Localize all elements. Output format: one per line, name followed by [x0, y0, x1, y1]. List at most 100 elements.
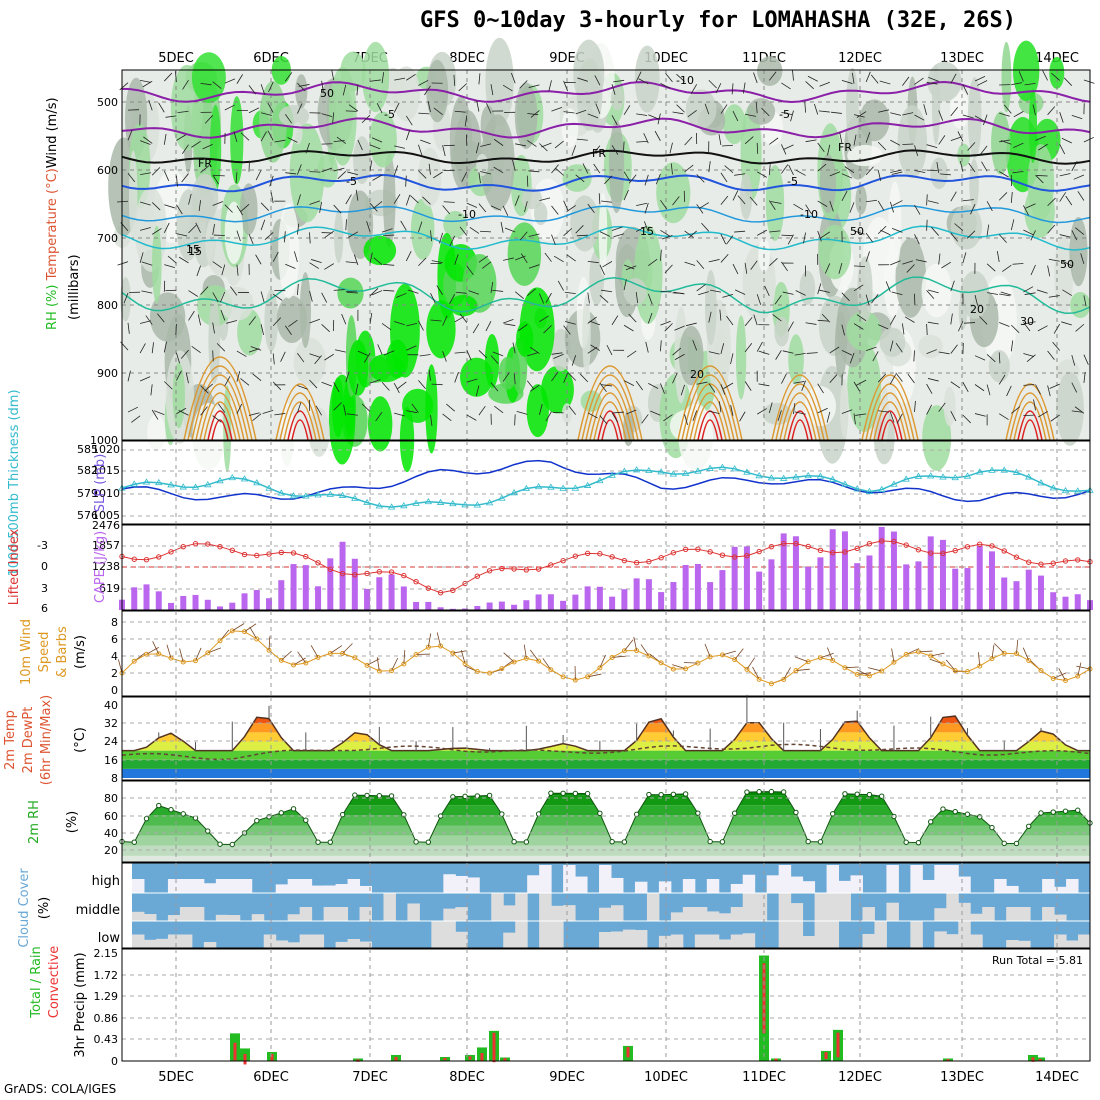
cloud-cell	[778, 893, 792, 921]
upper-ylabel-mb: (millibars)	[67, 254, 82, 320]
rh-marker	[829, 811, 836, 817]
contour-warm	[187, 365, 253, 441]
wind-barb	[1047, 385, 1051, 397]
wind-barb	[592, 145, 601, 155]
contour-label: -10	[458, 208, 476, 221]
wind-barb	[272, 317, 281, 327]
wind-barb	[236, 350, 247, 357]
wind-barb	[599, 415, 608, 425]
temp-tick: 32	[104, 717, 118, 730]
rh-marker	[878, 793, 885, 799]
wind-barb	[998, 192, 1008, 201]
wind-barb	[613, 233, 625, 238]
cloud-cell	[1042, 907, 1055, 921]
wind-barb	[272, 293, 283, 301]
wind-barb	[369, 379, 381, 384]
wind-barb	[332, 112, 335, 124]
wind-barb	[284, 231, 286, 243]
wind-barb	[309, 379, 318, 389]
wind-barb	[914, 204, 921, 215]
wind-barb	[749, 196, 758, 206]
thickness-line-marker	[522, 484, 531, 491]
wind-barb	[212, 223, 215, 235]
wind-barb	[419, 354, 431, 357]
wind-barb	[1047, 106, 1056, 116]
wind-barb-10m	[683, 662, 698, 664]
thickness-line-marker	[302, 492, 310, 499]
wind-barb	[297, 103, 303, 114]
wind-barb	[541, 142, 552, 148]
wind-barb	[151, 202, 161, 211]
cloud-cell	[634, 881, 648, 893]
cloud-cell	[790, 903, 804, 921]
rh-marker	[462, 793, 468, 800]
wind-barb	[1036, 175, 1048, 177]
wind-barb	[841, 80, 853, 84]
wind-barb	[319, 201, 322, 213]
wind-barb	[369, 79, 381, 82]
wind-barb	[734, 230, 746, 233]
cloud-cell	[934, 865, 947, 893]
contour-minus5-blue	[121, 173, 1091, 193]
wind-tick: 2	[111, 667, 118, 680]
rh-band	[122, 795, 1090, 806]
cloud-cell	[455, 907, 468, 921]
wind-barb	[670, 163, 673, 175]
rh-marker	[560, 790, 566, 796]
wind-barb	[156, 313, 165, 323]
cloud-cell	[934, 908, 947, 921]
wind-marker	[1075, 673, 1081, 679]
wind-barb	[644, 202, 649, 214]
wind-barb	[962, 84, 969, 95]
cloud-cell	[323, 885, 337, 893]
grads-credit: GrADS: COLA/IGES	[4, 1082, 117, 1096]
wind-barb	[889, 314, 897, 325]
cloud-cell	[694, 934, 708, 948]
wind-barb	[1010, 340, 1014, 352]
wind-barb	[896, 413, 903, 424]
wind-barb	[321, 324, 330, 333]
cloud-cell	[1006, 907, 1019, 921]
cape-bar	[131, 587, 138, 610]
contour-minus5	[121, 117, 1091, 139]
cloud-cell	[275, 940, 289, 948]
rh-shading	[573, 39, 605, 108]
thickness-line-marker	[326, 490, 335, 497]
wind-barb	[1030, 230, 1036, 241]
thickness-line-marker	[608, 471, 616, 478]
wind-barb	[167, 255, 177, 264]
rh-shading	[747, 98, 776, 125]
wind-barb	[986, 201, 993, 212]
contour-warm	[577, 365, 643, 441]
cape-bar	[915, 561, 922, 610]
wind-barb	[708, 410, 720, 414]
temp-frame	[121, 696, 1091, 781]
wind-barb	[926, 290, 935, 299]
thickness-line-marker	[228, 473, 236, 481]
wind-barb	[598, 193, 601, 205]
thickness-line-marker	[767, 474, 776, 481]
wind-barb	[724, 165, 734, 174]
rh2m-ylabel: 2m RH	[27, 800, 42, 844]
wind-barb	[502, 372, 510, 382]
precip-tick: 2.15	[94, 947, 119, 960]
cape-bar	[290, 564, 297, 610]
wind-barb	[191, 140, 201, 148]
wind-barb	[792, 69, 794, 81]
cape-bar	[1013, 581, 1020, 610]
wind-barb	[1025, 203, 1036, 209]
precip-conv-bar	[443, 1057, 447, 1061]
wind-barb	[551, 107, 562, 112]
rh-marker	[805, 838, 811, 845]
wind-barb	[163, 341, 167, 353]
wind-barb	[197, 314, 201, 326]
wind-marker	[597, 665, 603, 671]
rh-shading	[988, 350, 1010, 383]
wind-barb	[383, 350, 395, 356]
wind-barb	[248, 107, 260, 114]
wind-marker	[756, 676, 762, 682]
cloud-cell	[826, 921, 840, 948]
cloud-cell	[143, 939, 157, 948]
wind-barb	[563, 200, 569, 211]
wind-barb	[696, 174, 705, 183]
